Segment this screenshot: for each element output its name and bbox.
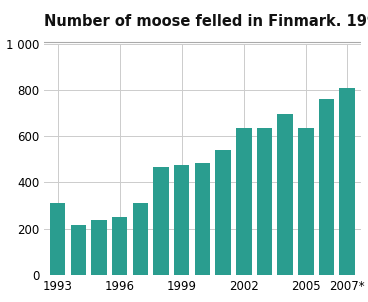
Bar [153, 167, 169, 275]
Bar [319, 99, 334, 275]
Text: Number of moose felled in Finmark. 1993-2007*: Number of moose felled in Finmark. 1993-… [44, 14, 368, 29]
Bar [91, 220, 107, 275]
Bar [50, 203, 66, 275]
Bar [174, 165, 190, 275]
Bar [298, 128, 314, 275]
Bar [195, 163, 210, 275]
Bar [112, 217, 127, 275]
Bar [236, 128, 251, 275]
Bar [71, 225, 86, 275]
Bar [277, 114, 293, 275]
Bar [132, 203, 148, 275]
Bar [215, 150, 231, 275]
Bar [339, 88, 355, 275]
Bar [257, 128, 272, 275]
